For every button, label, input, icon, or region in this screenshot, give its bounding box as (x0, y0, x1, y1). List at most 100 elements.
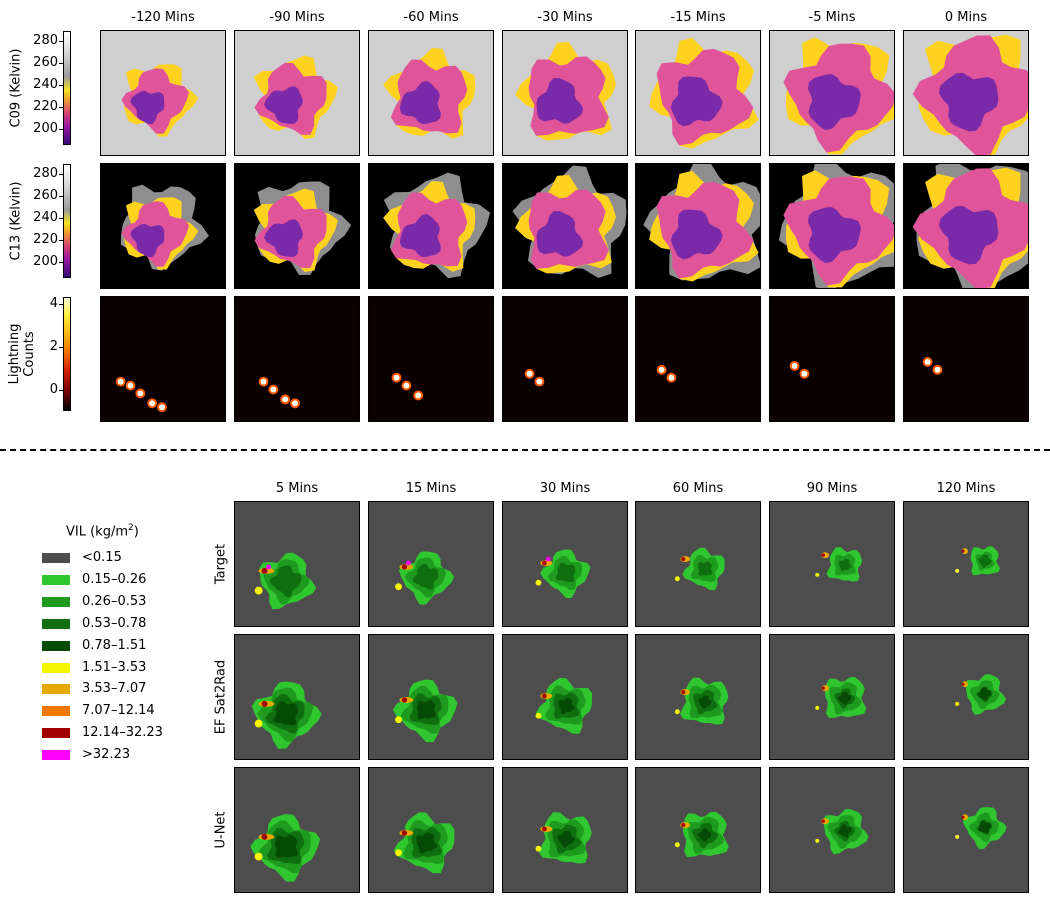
legend-label: 12.14–32.23 (82, 725, 163, 741)
vil-region (269, 565, 303, 598)
satellite-panel (234, 296, 360, 422)
vil-cell (674, 842, 680, 848)
vil-region (697, 561, 713, 576)
column-title: -30 Mins (537, 10, 593, 25)
cloud-top-cold (938, 72, 999, 132)
vil-core (681, 557, 686, 562)
vil-region (697, 828, 712, 843)
colorbar-tick-label: 260 (33, 55, 58, 70)
satellite-panel (502, 296, 628, 422)
panel-background (101, 297, 225, 421)
panel-background (503, 297, 627, 421)
lightning-spot (934, 366, 941, 373)
colorbar-tick-label: 240 (33, 77, 58, 92)
column-title: -60 Mins (403, 10, 459, 25)
satellite-panel (903, 30, 1029, 156)
legend-swatch (42, 596, 70, 607)
legend-label: 0.78–1.51 (82, 637, 147, 653)
colorbar-tick (59, 129, 63, 130)
vil-core (541, 560, 547, 566)
vil-region (837, 824, 852, 838)
lightning-spot (801, 370, 808, 377)
cloud-top-cold (670, 209, 723, 260)
vil-region (416, 700, 437, 720)
vil-core (261, 833, 268, 840)
lightning-spot (127, 382, 134, 389)
lightning-spot (159, 404, 165, 411)
legend-title-superscript: 2 (128, 523, 134, 533)
row-label: U-Net (213, 811, 229, 849)
colorbar-tick-label: 280 (33, 166, 58, 181)
legend-swatch (42, 618, 70, 629)
vil-panel (368, 767, 494, 893)
vil-panel (502, 634, 628, 760)
vil-core (541, 826, 547, 832)
cloud-top-cold (938, 205, 999, 265)
colorbar-tick-label: 0 (49, 382, 58, 397)
panel-background (904, 502, 1028, 626)
colorbar-tick-label: 200 (33, 121, 58, 136)
legend-swatch (42, 553, 70, 563)
vil-peak (405, 560, 411, 566)
vil-region (977, 687, 991, 701)
legend-label: >32.23 (82, 747, 131, 763)
colorbar-tick (59, 304, 63, 305)
colorbar (63, 297, 71, 411)
lightning-spot (668, 374, 675, 381)
vil-cell (955, 701, 960, 706)
legend-title-end: ) (133, 524, 139, 540)
panel-background (904, 297, 1028, 421)
lightning-spot (149, 400, 156, 407)
vil-region (977, 554, 992, 569)
vil-region (555, 562, 576, 583)
satellite-panel (502, 163, 628, 289)
lightning-spot (282, 396, 289, 403)
vil-cell (815, 838, 820, 843)
legend-title-text: VIL (kg/m (66, 524, 128, 540)
colorbar-tick-label: 200 (33, 254, 58, 269)
legend-label: 1.51–3.53 (82, 659, 147, 675)
vil-region (698, 695, 712, 710)
satellite-panel (769, 163, 895, 289)
row-label: C09 (Kelvin) (8, 48, 24, 128)
lightning-spot (924, 359, 931, 365)
column-title: 90 Mins (806, 481, 858, 496)
colorbar-tick (59, 390, 63, 391)
vil-region (415, 832, 438, 854)
row-label: C13 (Kelvin) (8, 181, 24, 261)
colorbar-tick-label: 220 (33, 232, 58, 247)
vil-region (558, 697, 575, 715)
vil-cell (395, 849, 402, 857)
vil-panel (234, 501, 360, 627)
vil-cell (815, 705, 820, 710)
vil-cell (395, 583, 402, 591)
vil-core (541, 693, 547, 699)
vil-panel (234, 634, 360, 760)
vil-panel (234, 767, 360, 893)
vil-panel (769, 634, 895, 760)
vil-panel (903, 767, 1029, 893)
legend-swatch (42, 640, 70, 651)
legend-label: 0.26–0.53 (82, 593, 147, 609)
satellite-panel (502, 30, 628, 156)
lightning-spot (526, 370, 533, 377)
cloud-top-cold (130, 90, 165, 124)
vil-cell (535, 712, 542, 719)
legend-swatch (42, 706, 70, 717)
panel-background (904, 768, 1028, 892)
satellite-panel (368, 30, 494, 156)
lightning-spot (292, 400, 298, 407)
legend-swatch (42, 684, 70, 695)
vil-core (961, 549, 965, 553)
lightning-spot (403, 382, 410, 389)
panel-background (369, 297, 493, 421)
panel-background (636, 297, 760, 421)
vil-cell (254, 719, 263, 728)
colorbar-tick-label: 220 (33, 99, 58, 114)
cloud-top-cold (399, 81, 441, 124)
cloud-top-cold (536, 77, 584, 124)
satellite-panel (635, 163, 761, 289)
colorbar-tick (59, 347, 63, 348)
column-title: 5 Mins (275, 481, 319, 496)
legend-swatch (42, 574, 70, 585)
